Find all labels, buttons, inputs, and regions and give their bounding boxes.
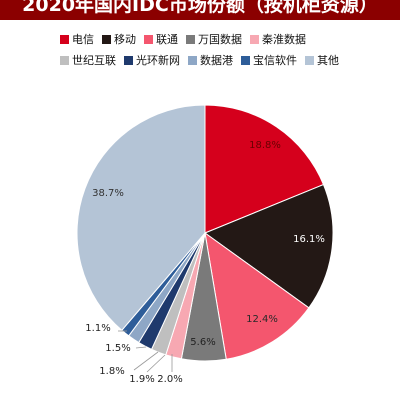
data-label: 1.1% <box>85 323 110 334</box>
legend-swatch <box>124 55 133 65</box>
legend-item: 移动 <box>102 31 136 47</box>
legend-item: 万国数据 <box>186 31 242 47</box>
pie-slice <box>204 104 325 234</box>
legend-item: 光环新网 <box>124 52 180 68</box>
legend-item: 世纪互联 <box>60 52 116 68</box>
legend-label: 移动 <box>114 33 136 46</box>
pie-slice <box>204 231 310 360</box>
legend-item: 联通 <box>144 31 178 47</box>
pie-chart: 18.8% 16.1% 12.4% 5.6% 2.0%1.9% 1.8% 1.5% 1.1% 3… <box>76 104 334 385</box>
legend-swatch <box>305 55 314 65</box>
pie-slice <box>203 183 334 309</box>
leader-line <box>135 346 147 349</box>
legend-item: 秦淮数据 <box>250 31 306 47</box>
leader-line <box>133 351 159 371</box>
data-label: 38.7% <box>92 188 124 199</box>
legend-label: 万国数据 <box>198 33 242 46</box>
legend-label: 光环新网 <box>136 54 180 67</box>
legend-swatch <box>241 55 250 65</box>
legend-label: 联通 <box>156 33 178 46</box>
legend-label: 秦淮数据 <box>262 33 306 46</box>
legend-swatch <box>144 34 153 44</box>
legend: 电信 移动 联通 万国数据 秦淮数据世纪互联 光环新网 数据港 宝信软件 其他 <box>60 30 390 72</box>
data-label: 16.1% <box>293 234 325 245</box>
legend-swatch <box>102 34 111 44</box>
data-label: 1.8% <box>99 366 124 377</box>
legend-swatch <box>60 55 69 65</box>
data-label: 12.4% <box>246 314 278 325</box>
legend-item: 数据港 <box>188 52 233 68</box>
data-label: 1.5% <box>105 343 130 354</box>
legend-label: 电信 <box>72 33 94 46</box>
legend-label: 数据港 <box>200 54 233 67</box>
legend-label: 宝信软件 <box>253 54 297 67</box>
data-label: 1.9% <box>129 374 154 385</box>
data-label: 5.6% <box>190 337 215 348</box>
legend-item: 宝信软件 <box>241 52 297 68</box>
legend-row: 世纪互联 光环新网 数据港 宝信软件 其他 <box>60 51 390 69</box>
pie-slice <box>76 104 206 331</box>
legend-item: 电信 <box>60 31 94 47</box>
legend-label: 世纪互联 <box>72 54 116 67</box>
data-label: 2.0% <box>157 374 182 385</box>
data-label: 18.8% <box>249 140 281 151</box>
legend-label: 其他 <box>317 54 339 67</box>
legend-item: 其他 <box>305 52 339 68</box>
chart-title: 2020年国内IDC市场份额（按机柜资源） <box>22 0 378 16</box>
legend-swatch <box>250 34 259 44</box>
legend-swatch <box>186 34 195 44</box>
leader-line <box>146 354 166 373</box>
legend-swatch <box>188 55 197 65</box>
legend-row: 电信 移动 联通 万国数据 秦淮数据 <box>60 30 390 48</box>
legend-swatch <box>60 34 69 44</box>
title-bar: 2020年国内IDC市场份额（按机柜资源） <box>0 0 400 20</box>
